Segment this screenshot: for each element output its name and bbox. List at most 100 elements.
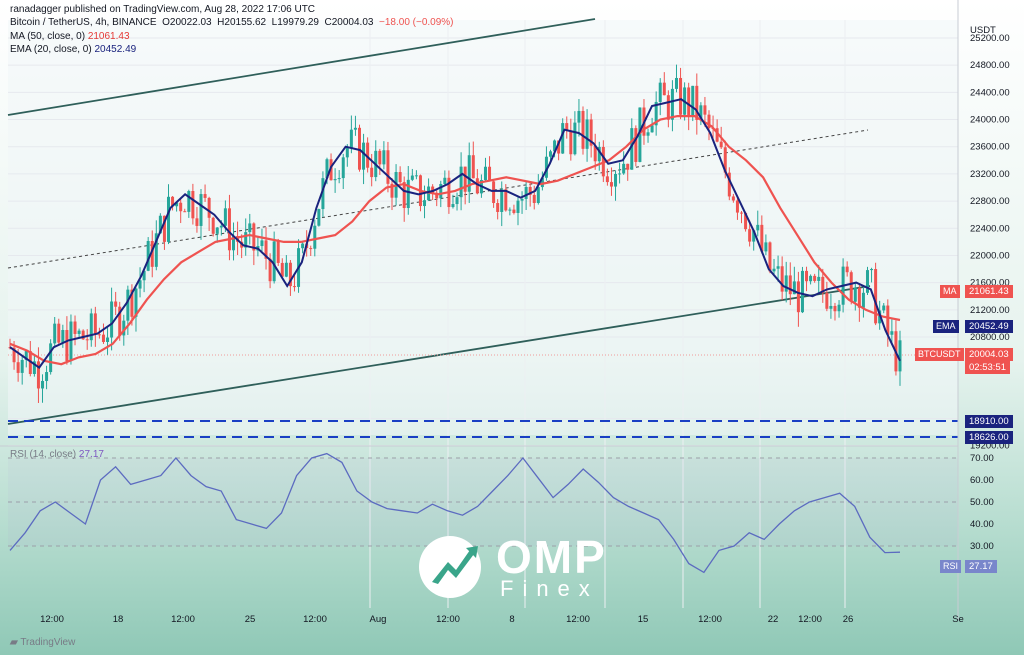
candle [760,215,764,254]
candle-body [292,286,296,288]
tradingview-footer: ▰ TradingView [10,637,75,648]
candle [609,167,613,196]
candle [764,234,768,256]
candle-body [280,262,284,277]
candle-body [443,177,447,185]
candle [890,319,894,346]
candle [532,185,536,210]
candle-body [618,173,622,175]
candle-body [666,95,670,120]
candle [654,91,658,136]
candle [536,174,540,205]
rsi-tick-label: 60.00 [970,475,994,486]
price-tick-label: 23600.00 [970,142,1010,153]
ema-value: 20452.49 [94,44,137,55]
candle-body [248,223,252,233]
candle-body [593,145,597,162]
candle [451,194,455,209]
candle [284,255,288,278]
candle [516,195,520,226]
candle-body [528,186,532,195]
candle-body [670,88,674,120]
candle-body [809,275,813,282]
candle [20,355,24,385]
candle-body [272,241,276,282]
candle-body [61,329,65,343]
candle [317,208,321,227]
candle-body [146,241,150,271]
candle-body [674,77,678,89]
candle-body [744,212,748,230]
candle [500,181,504,227]
candle [467,142,471,203]
candle-body [199,194,203,226]
candle-body [69,321,73,362]
candle [390,177,394,211]
candle [634,125,638,167]
candle [475,169,479,195]
candle [496,199,500,220]
candle [796,271,800,327]
candle-body [357,127,361,170]
candle-body [756,224,760,231]
candle [674,64,678,93]
candle-body [504,189,508,211]
candle-body [362,142,366,170]
candle-body [471,155,475,179]
price-tick-label: 22800.00 [970,196,1010,207]
symbol-name: Bitcoin / TetherUS, 4h, BINANCE [10,17,157,28]
candle [85,329,89,350]
rsi-value: 27.17 [78,449,104,460]
candle [276,238,280,266]
rsi-band-fill [8,458,958,546]
time-tick-label: 12:00 [698,614,722,625]
candle [748,220,752,247]
candle-body [260,240,264,247]
candle [508,207,512,216]
candle [605,168,609,186]
candle [809,274,813,285]
candle [853,283,857,311]
candle [788,262,792,306]
candle-body [557,140,561,154]
candle [171,196,175,211]
candle-body [122,320,126,336]
candle-body [524,186,528,199]
candle [776,255,780,282]
candle-body [764,242,768,252]
candle-body [130,289,134,317]
candle-body [134,288,138,317]
candle-body [573,122,577,155]
time-tick-label: 12:00 [798,614,822,625]
candle-body [857,287,861,308]
candle-body [276,241,280,263]
candle-body [211,217,215,234]
candle-body [488,166,492,182]
candle-body [691,85,695,117]
candle-body [150,241,154,267]
candle-body [874,269,878,324]
indicator-lines [9,98,901,369]
time-tick-label: 12:00 [436,614,460,625]
candle [301,240,305,254]
candle [154,220,158,271]
candle [845,261,849,277]
candle-body [654,101,658,126]
price-tick-label: 23200.00 [970,169,1010,180]
last-tag-countdown: 02:53:51 [965,361,1010,374]
candle-body [451,204,455,208]
candle-body [650,125,654,133]
candle-body [268,258,272,282]
candle-body [845,266,849,273]
candle [386,141,390,193]
candle [695,73,699,135]
candle-body [317,209,321,226]
candle-body [549,151,553,157]
candle-body [597,146,601,162]
candle-body [780,266,784,292]
candle [882,303,886,314]
candle [146,237,150,272]
candle-body [800,270,804,313]
candle [349,115,353,154]
watermark-brand: OMP [496,531,607,583]
